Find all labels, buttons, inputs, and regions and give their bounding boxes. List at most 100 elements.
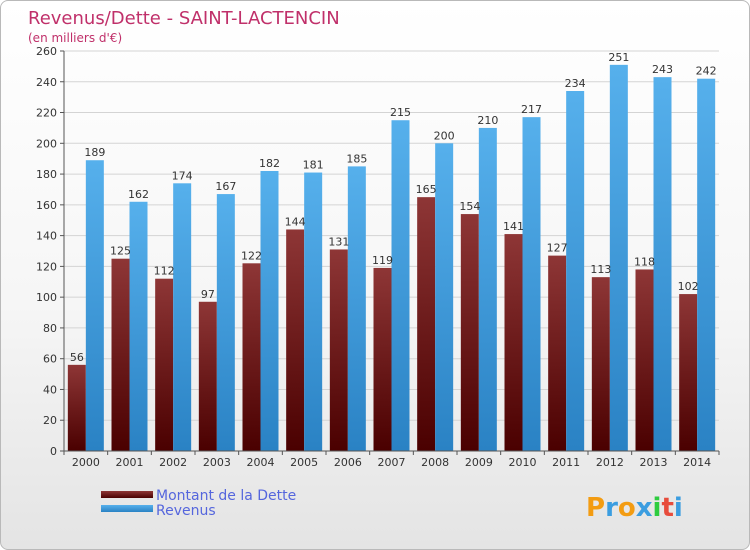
label-dette-2001: 125 — [110, 245, 131, 258]
bar-revenus-2003 — [216, 194, 235, 452]
label-dette-2003: 97 — [201, 288, 215, 301]
bar-revenus-2010 — [522, 117, 541, 452]
x-tick-label: 2007 — [378, 456, 406, 469]
logo-letter: i — [674, 493, 683, 523]
label-revenus-2008: 200 — [434, 129, 455, 142]
y-tick-label: 200 — [36, 137, 57, 150]
x-tick-label: 2004 — [247, 456, 275, 469]
y-tick-label: 140 — [36, 230, 57, 243]
bar-dette-2003 — [198, 301, 217, 451]
label-dette-2014: 102 — [678, 280, 699, 293]
label-revenus-2000: 189 — [84, 146, 105, 159]
bar-revenus-2000 — [85, 160, 104, 451]
bar-revenus-2008 — [435, 143, 454, 452]
label-revenus-2009: 210 — [477, 114, 498, 127]
label-revenus-2014: 242 — [696, 65, 717, 78]
bar-dette-2007 — [373, 267, 392, 451]
x-tick-label: 2000 — [72, 456, 100, 469]
label-revenus-2003: 167 — [215, 180, 236, 193]
legend-swatch-dette — [101, 491, 153, 498]
y-tick-label: 0 — [50, 445, 57, 458]
bars — [67, 64, 716, 452]
bar-dette-2001 — [111, 258, 130, 451]
legend-swatch-revenus — [101, 505, 153, 512]
logo-letter: x — [636, 493, 653, 523]
label-revenus-2010: 217 — [521, 103, 542, 116]
x-tick-label: 2012 — [596, 456, 624, 469]
bar-dette-2006 — [329, 249, 348, 451]
label-dette-2002: 112 — [154, 265, 175, 278]
x-tick-label: 2014 — [683, 456, 711, 469]
x-tick-label: 2001 — [116, 456, 144, 469]
bar-dette-2004 — [242, 263, 261, 451]
label-dette-2007: 119 — [372, 254, 393, 267]
label-dette-2000: 56 — [70, 351, 84, 364]
chart-subtitle: (en milliers d'€) — [28, 31, 122, 45]
label-dette-2005: 144 — [285, 215, 306, 228]
label-revenus-2013: 243 — [652, 63, 673, 76]
data-labels: 56 189 125 162 112 174 97 167 122 182 144 181 131 185… — [70, 51, 717, 364]
label-revenus-2001: 162 — [128, 188, 149, 201]
y-tick-label: 180 — [36, 168, 57, 181]
bar-revenus-2012 — [609, 64, 628, 451]
label-revenus-2007: 215 — [390, 106, 411, 119]
x-tick-label: 2003 — [203, 456, 231, 469]
y-tick-label: 220 — [36, 107, 57, 120]
y-tick-label: 100 — [36, 291, 57, 304]
y-tick-label: 80 — [43, 322, 57, 335]
bar-dette-2009 — [460, 214, 479, 451]
bar-revenus-2013 — [653, 77, 672, 452]
chart-title: Revenus/Dette - SAINT-LACTENCIN — [28, 8, 340, 29]
bar-dette-2002 — [155, 278, 174, 451]
x-tick-label: 2008 — [421, 456, 449, 469]
legend: Montant de la Dette Revenus — [101, 488, 296, 519]
bar-dette-2005 — [286, 229, 305, 451]
x-axis: 2000 2001 2002 2003 2004 2005 2006 2007 2008 2009… — [63, 450, 720, 469]
label-revenus-2012: 251 — [608, 51, 629, 64]
bar-dette-2010 — [504, 234, 523, 451]
legend-label-revenus: Revenus — [156, 503, 216, 519]
bar-dette-2012 — [591, 277, 610, 451]
bar-dette-2000 — [67, 364, 86, 451]
y-tick-label: 60 — [43, 353, 57, 366]
label-dette-2010: 141 — [503, 220, 524, 233]
bar-dette-2014 — [679, 294, 698, 451]
legend-label-dette: Montant de la Dette — [156, 488, 296, 504]
y-tick-label: 260 — [36, 45, 57, 58]
bar-revenus-2005 — [304, 172, 323, 452]
x-tick-label: 2010 — [509, 456, 537, 469]
x-tick-label: 2013 — [640, 456, 668, 469]
logo-letter: o — [618, 493, 636, 523]
logo-letter: P — [586, 493, 605, 523]
bar-revenus-2004 — [260, 171, 279, 451]
y-tick-label: 40 — [43, 383, 57, 396]
bar-dette-2011 — [548, 255, 567, 451]
logo-letter: r — [605, 493, 618, 523]
label-dette-2012: 113 — [590, 263, 611, 276]
x-tick-label: 2002 — [159, 456, 187, 469]
proxiti-logo: Proxiti — [586, 493, 683, 523]
label-revenus-2002: 174 — [172, 169, 193, 182]
logo-letter: t — [661, 493, 673, 523]
y-tick-label: 240 — [36, 76, 57, 89]
label-revenus-2011: 234 — [565, 77, 586, 90]
y-tick-label: 20 — [43, 414, 57, 427]
bar-revenus-2009 — [478, 127, 497, 451]
bar-revenus-2011 — [566, 91, 585, 451]
label-dette-2009: 154 — [459, 200, 480, 213]
label-revenus-2006: 185 — [346, 152, 367, 165]
bar-revenus-2007 — [391, 120, 410, 451]
bar-revenus-2014 — [697, 78, 716, 451]
label-dette-2004: 122 — [241, 249, 262, 262]
bar-revenus-2001 — [129, 201, 148, 451]
label-dette-2011: 127 — [547, 242, 568, 255]
bar-dette-2013 — [635, 269, 654, 451]
x-tick-label: 2009 — [465, 456, 493, 469]
x-tick-label: 2011 — [552, 456, 580, 469]
y-tick-label: 120 — [36, 260, 57, 273]
bar-dette-2008 — [417, 197, 436, 451]
bar-revenus-2002 — [173, 183, 192, 452]
label-revenus-2004: 182 — [259, 157, 280, 170]
